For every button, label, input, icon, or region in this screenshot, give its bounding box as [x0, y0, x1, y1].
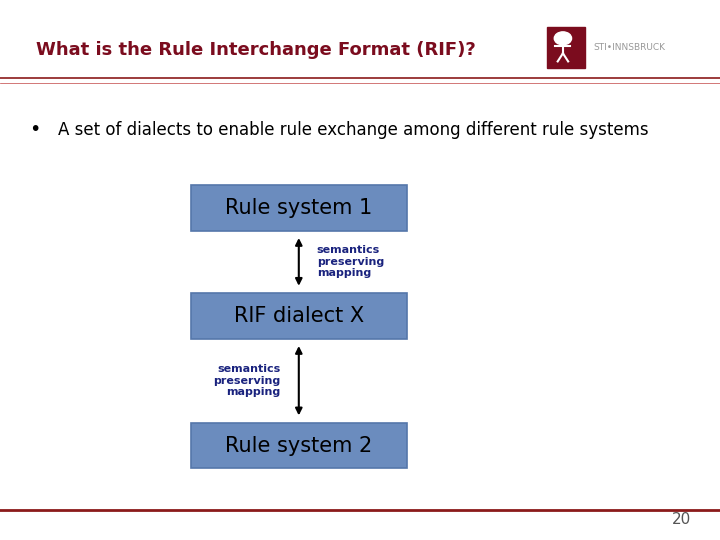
Text: RIF dialect X: RIF dialect X [234, 306, 364, 326]
FancyBboxPatch shape [191, 422, 407, 469]
FancyBboxPatch shape [191, 293, 407, 339]
Text: •: • [29, 120, 40, 139]
Text: Rule system 2: Rule system 2 [225, 435, 372, 456]
FancyBboxPatch shape [547, 27, 585, 68]
Circle shape [554, 32, 572, 45]
Text: semantics
preserving
mapping: semantics preserving mapping [317, 245, 384, 279]
Text: A set of dialects to enable rule exchange among different rule systems: A set of dialects to enable rule exchang… [58, 120, 648, 139]
Text: 20: 20 [672, 511, 691, 526]
Text: STI•INNSBRUCK: STI•INNSBRUCK [593, 43, 665, 52]
Text: Rule system 1: Rule system 1 [225, 198, 372, 218]
FancyBboxPatch shape [191, 185, 407, 231]
Text: semantics
preserving
mapping: semantics preserving mapping [214, 364, 281, 397]
Text: What is the Rule Interchange Format (RIF)?: What is the Rule Interchange Format (RIF… [36, 40, 476, 59]
